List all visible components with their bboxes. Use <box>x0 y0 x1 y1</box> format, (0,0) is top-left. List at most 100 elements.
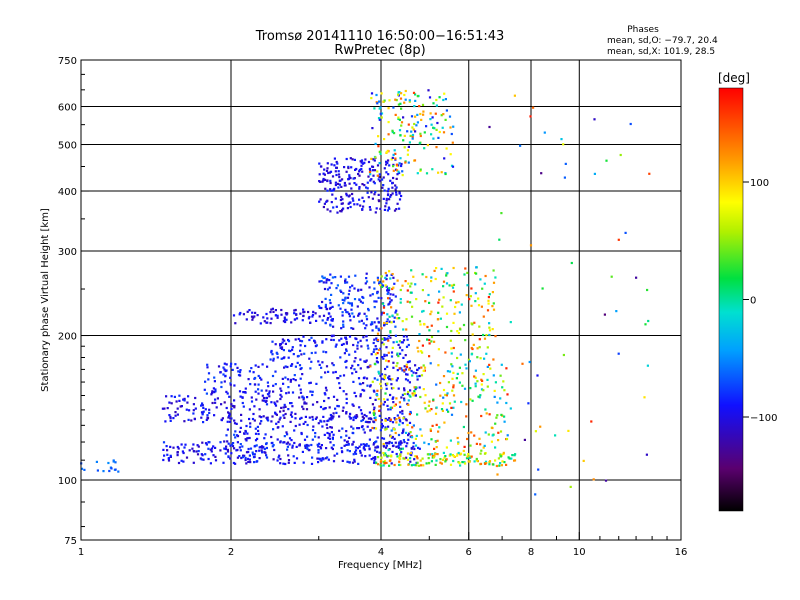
data-point <box>294 338 297 341</box>
data-point <box>437 301 440 304</box>
data-point <box>383 321 386 325</box>
data-point <box>373 390 376 393</box>
data-point <box>318 363 321 366</box>
data-point <box>226 420 229 423</box>
x-tick-label: 10 <box>573 547 586 558</box>
data-point <box>244 391 247 394</box>
data-point <box>382 184 385 187</box>
data-point <box>386 149 389 152</box>
data-point <box>317 422 320 425</box>
data-point <box>196 453 200 456</box>
data-point <box>341 459 344 462</box>
data-point <box>433 455 436 458</box>
data-point <box>180 405 183 408</box>
data-point <box>438 96 441 99</box>
data-point <box>383 323 386 326</box>
data-point <box>380 402 383 405</box>
data-point <box>261 394 264 397</box>
data-point <box>376 174 379 177</box>
data-point <box>352 199 355 202</box>
data-point <box>240 456 243 460</box>
data-point <box>282 462 285 465</box>
data-point <box>326 189 329 192</box>
data-point <box>416 461 419 464</box>
data-point <box>361 388 364 392</box>
data-point <box>406 423 409 427</box>
data-point <box>391 397 394 400</box>
data-point <box>406 289 409 292</box>
data-point <box>463 445 466 448</box>
data-point <box>270 435 273 439</box>
data-point <box>206 363 209 366</box>
data-point <box>500 212 503 215</box>
data-point <box>442 98 445 102</box>
data-point <box>208 441 211 444</box>
data-point <box>212 454 215 457</box>
data-point <box>379 207 382 210</box>
data-point <box>395 191 398 194</box>
data-point <box>617 352 620 355</box>
data-point <box>185 408 188 411</box>
data-point <box>413 159 417 162</box>
data-point <box>375 461 378 464</box>
data-point <box>395 208 398 211</box>
data-point <box>358 445 361 448</box>
data-point <box>425 172 429 175</box>
data-point <box>392 320 395 323</box>
data-point <box>223 440 226 443</box>
data-point <box>362 417 365 420</box>
data-point <box>484 274 487 278</box>
data-point <box>403 441 406 444</box>
data-point <box>178 399 181 402</box>
data-point <box>381 285 384 288</box>
data-point <box>464 363 467 366</box>
data-point <box>360 319 363 322</box>
data-point <box>399 411 402 414</box>
data-point <box>393 417 396 420</box>
data-point <box>419 112 422 116</box>
data-point <box>272 428 275 431</box>
data-point <box>174 411 177 414</box>
data-point <box>328 279 331 282</box>
data-point <box>450 363 453 366</box>
data-point <box>351 461 355 464</box>
data-point <box>329 324 332 327</box>
data-point <box>223 447 226 450</box>
data-point <box>334 183 337 187</box>
data-point <box>543 131 546 134</box>
data-point <box>403 93 406 97</box>
data-point <box>413 447 416 451</box>
data-point <box>458 381 461 384</box>
data-point <box>346 440 349 443</box>
data-point <box>318 173 321 176</box>
data-point <box>328 432 331 435</box>
data-point <box>426 325 429 329</box>
data-point <box>396 362 399 365</box>
data-point <box>230 443 234 446</box>
data-point <box>283 441 286 444</box>
data-point <box>393 209 397 212</box>
data-point <box>351 197 354 200</box>
data-point <box>303 352 306 355</box>
data-point <box>353 177 356 180</box>
data-point <box>307 317 310 320</box>
data-point <box>345 342 348 345</box>
data-point <box>470 322 473 325</box>
data-point <box>406 452 410 455</box>
data-point <box>416 378 419 381</box>
data-point <box>226 392 229 395</box>
data-point <box>239 443 242 446</box>
data-point <box>371 169 375 172</box>
data-point <box>407 463 410 466</box>
data-point <box>392 341 395 344</box>
chart-title: Tromsø 20141110 16:50:00−16:51:43 <box>255 29 505 44</box>
data-point <box>532 106 535 109</box>
data-point <box>233 406 236 409</box>
data-point <box>304 415 307 418</box>
data-point <box>418 374 421 378</box>
data-point <box>83 468 86 471</box>
data-point <box>492 302 495 305</box>
data-point <box>403 134 406 137</box>
data-point <box>345 310 348 314</box>
data-point <box>375 440 378 443</box>
